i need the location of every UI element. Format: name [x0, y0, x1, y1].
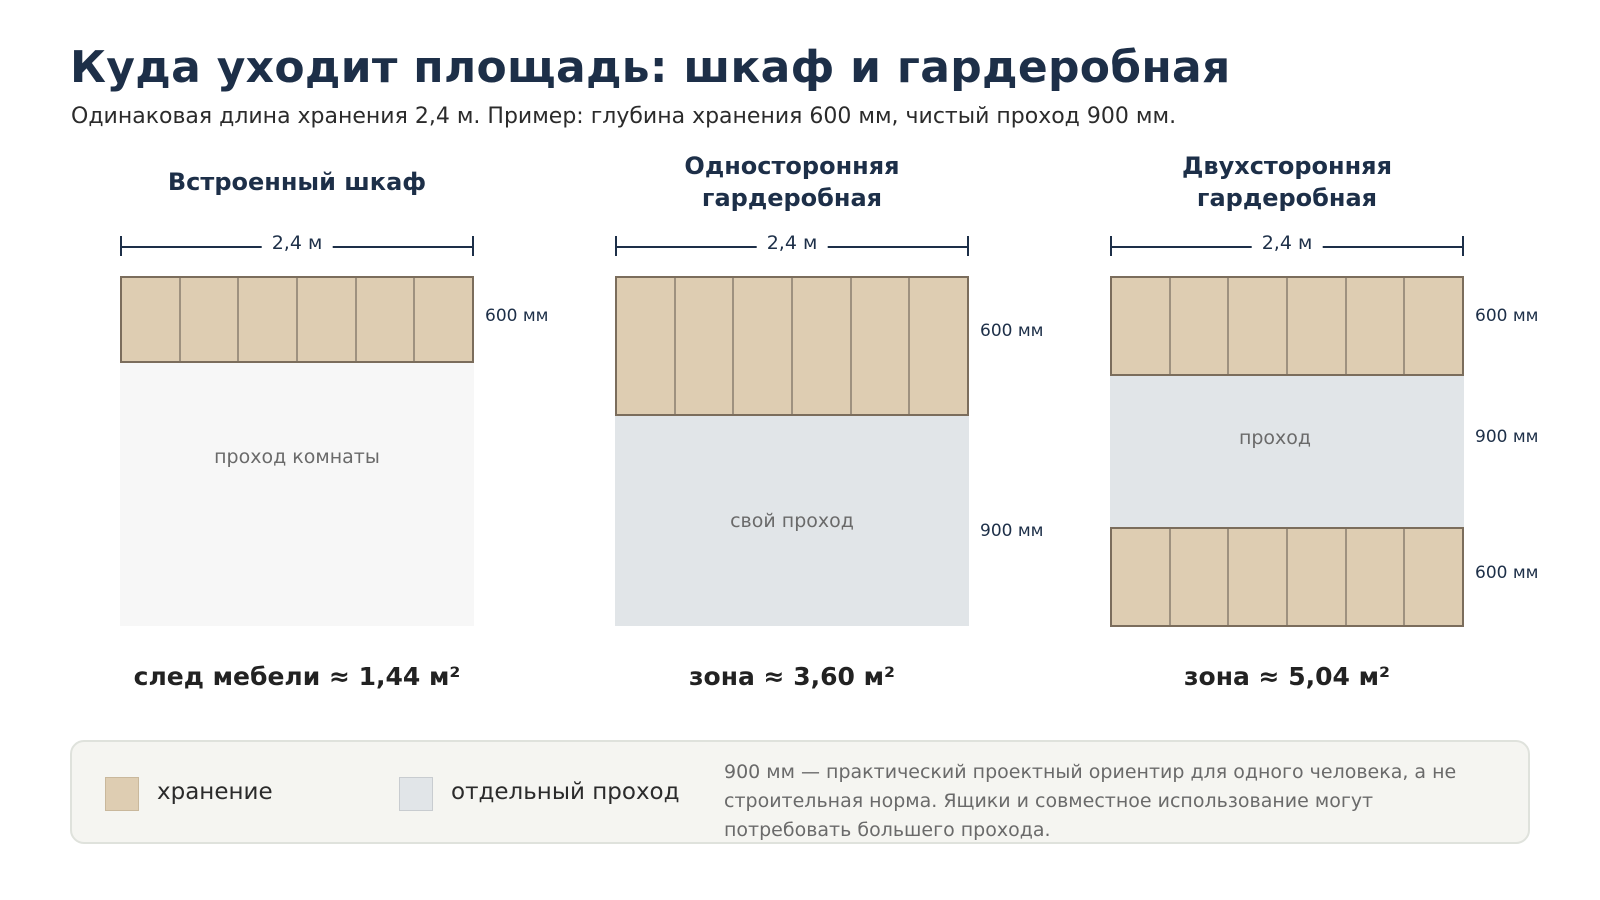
storage-depth-label: 600 мм: [980, 321, 1044, 341]
storage-block-bottom: [1110, 527, 1464, 627]
area-label: зона ≈ 3,60 м²: [689, 662, 895, 691]
room-aisle: проход комнаты: [120, 363, 474, 626]
length-dimension: 2,4 м: [120, 232, 474, 256]
storage-top-depth-label: 600 мм: [1475, 306, 1539, 326]
panel-title: Встроенный шкаф: [167, 168, 427, 196]
aisle-label: проход: [1238, 426, 1312, 449]
area-label: зона ≈ 5,04 м²: [1184, 662, 1390, 691]
storage-block-top: [1110, 276, 1464, 376]
storage-block: [615, 276, 969, 416]
aisle-depth-label: 900 мм: [980, 521, 1044, 541]
own-aisle: свой проход: [615, 416, 969, 626]
legend: хранение отдельный проход 900 мм — практ…: [70, 740, 1530, 844]
storage-depth-label: 600 мм: [485, 306, 549, 326]
panel-title: Односторонняя гардеробная: [684, 152, 900, 212]
panel-title: Двухсторонняя гардеробная: [1182, 152, 1392, 212]
page-title: Куда уходит площадь: шкаф и гардеробная: [70, 42, 1231, 93]
page-subtitle: Одинаковая длина хранения 2,4 м. Пример:…: [71, 104, 1177, 129]
length-label: 2,4 м: [756, 232, 828, 254]
aisle-label: свой проход: [730, 510, 854, 532]
legend-note: 900 мм — практический проектный ориентир…: [724, 761, 1457, 841]
aisle-depth-label: 900 мм: [1475, 427, 1539, 447]
aisle-label: проход комнаты: [214, 445, 380, 468]
length-dimension: 2,4 м: [1110, 232, 1464, 256]
aisle-swatch: [399, 777, 433, 811]
area-label: след мебели ≈ 1,44 м²: [133, 662, 461, 691]
storage-legend-label: хранение: [157, 779, 273, 805]
aisle-legend-label: отдельный проход: [451, 779, 680, 805]
storage-swatch: [105, 777, 139, 811]
length-label: 2,4 м: [261, 232, 333, 254]
length-label: 2,4 м: [1251, 232, 1323, 254]
storage-block: [120, 276, 474, 363]
shared-aisle: проход: [1110, 376, 1464, 527]
length-dimension: 2,4 м: [615, 232, 969, 256]
storage-bottom-depth-label: 600 мм: [1475, 563, 1539, 583]
